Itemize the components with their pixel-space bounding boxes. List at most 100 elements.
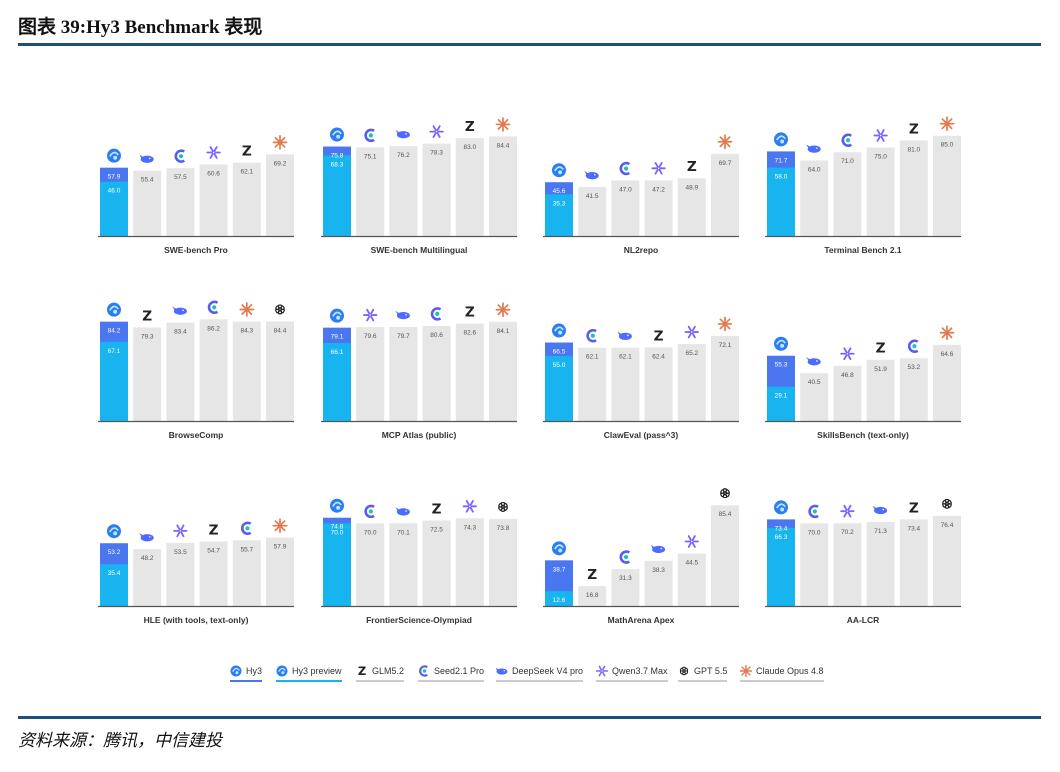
bar-seed bbox=[199, 319, 228, 421]
gpt-icon bbox=[942, 498, 952, 509]
value-label-qwen: 78.3 bbox=[430, 150, 443, 157]
bar-glm bbox=[133, 327, 162, 421]
value-label-hy3: 66.5 bbox=[553, 349, 566, 356]
hy3-icon bbox=[552, 323, 566, 338]
bar-deepseek bbox=[644, 560, 673, 606]
legend-label: Seed2.1 Pro bbox=[434, 666, 485, 676]
value-label-hy3-preview: 67.1 bbox=[108, 348, 121, 355]
seed-icon bbox=[808, 504, 819, 519]
value-label-claude: 69.7 bbox=[719, 160, 732, 167]
bar-gpt bbox=[711, 505, 739, 606]
bar-glm bbox=[199, 541, 228, 606]
deepseek-icon bbox=[139, 532, 154, 542]
bar-claude bbox=[933, 135, 961, 236]
gpt-icon bbox=[679, 666, 689, 676]
claude-icon bbox=[717, 134, 733, 150]
bar-seed bbox=[232, 540, 261, 606]
claude-icon bbox=[939, 325, 955, 341]
bar-deepseek bbox=[389, 146, 418, 236]
qwen-icon bbox=[429, 125, 444, 138]
benchmark-panel-hle-with-tools-text-only: 53.2 35.4 48.2 53.5 54.7 Z 55.7 57.9 HLE (with t… bbox=[98, 518, 294, 625]
panel-title: MathArena Apex bbox=[608, 615, 675, 625]
claude-icon bbox=[272, 134, 288, 150]
value-label-claude: 57.9 bbox=[274, 544, 287, 551]
hy3-icon bbox=[330, 308, 344, 323]
seed-icon bbox=[841, 133, 853, 147]
qwen-icon bbox=[873, 129, 888, 142]
value-label-hy3: 45.6 bbox=[553, 188, 566, 195]
value-label-deepseek: 55.4 bbox=[141, 177, 154, 184]
glm-icon: Z bbox=[909, 500, 919, 516]
chart-legend: Hy3 Hy3 preview Z GLM5.2 Seed2.1 Pro DeepSeek… bbox=[0, 660, 1060, 684]
value-label-glm: 81.0 bbox=[907, 146, 920, 153]
panel-title: SWE-bench Pro bbox=[164, 245, 228, 255]
value-label-hy3: 71.7 bbox=[775, 157, 788, 164]
value-label-glm: 48.9 bbox=[685, 184, 698, 191]
bar-hy3-preview bbox=[323, 343, 351, 421]
seed-icon bbox=[430, 307, 442, 321]
value-label-hy3: 73.4 bbox=[775, 525, 788, 532]
claude-icon bbox=[717, 316, 733, 332]
value-label-qwen: 74.3 bbox=[463, 524, 476, 531]
bar-glm bbox=[644, 347, 673, 421]
benchmark-panel-nl2repo: 45.6 35.3 41.5 47.0 47.2 48.9 Z 69.7 NL2repo bbox=[543, 134, 739, 255]
glm-icon: Z bbox=[432, 501, 442, 517]
legend-label: GPT 5.5 bbox=[694, 666, 728, 676]
bar-glm bbox=[455, 323, 484, 421]
deepseek-icon bbox=[395, 507, 410, 516]
deepseek-icon bbox=[617, 331, 632, 341]
qwen-icon bbox=[684, 535, 699, 548]
value-label-seed: 71.0 bbox=[841, 158, 854, 165]
bar-hy3-preview bbox=[767, 527, 795, 606]
bar-hy3-preview bbox=[323, 155, 351, 236]
glm-icon: Z bbox=[876, 341, 886, 357]
value-label-hy3: 38.7 bbox=[553, 566, 566, 573]
hy3-icon bbox=[774, 132, 788, 147]
bar-qwen bbox=[833, 365, 862, 421]
bar-hy3-preview bbox=[100, 564, 128, 606]
value-label-seed: 53.2 bbox=[907, 364, 920, 371]
hy3-icon bbox=[774, 336, 788, 351]
bar-qwen bbox=[677, 553, 706, 606]
value-label-qwen: 79.6 bbox=[364, 333, 377, 340]
bar-hy3-preview bbox=[100, 341, 128, 421]
svg-text:Z: Z bbox=[358, 665, 366, 677]
deepseek-icon bbox=[496, 667, 508, 675]
legend-underline bbox=[356, 680, 405, 682]
value-label-claude: 84.4 bbox=[497, 142, 510, 149]
seed-icon bbox=[364, 504, 375, 519]
deepseek-icon bbox=[806, 144, 821, 153]
glm-icon: Z bbox=[465, 304, 475, 320]
bar-deepseek bbox=[578, 187, 607, 236]
hy3-icon bbox=[552, 163, 566, 178]
value-label-glm: 73.4 bbox=[907, 525, 920, 532]
legend-underline bbox=[740, 680, 824, 682]
legend-underline bbox=[596, 680, 668, 682]
value-label-qwen: 65.2 bbox=[685, 350, 698, 357]
bar-claude bbox=[711, 335, 739, 421]
bar-glm bbox=[899, 519, 928, 606]
bar-seed bbox=[422, 325, 451, 421]
deepseek-icon bbox=[496, 667, 508, 675]
deepseek-icon bbox=[872, 505, 888, 515]
value-label-seed: 47.0 bbox=[619, 187, 632, 194]
deepseek-icon bbox=[395, 129, 410, 139]
benchmark-panel-matharena-apex: 38.7 12.6 16.8 Z 31.3 38.3 44.5 85.4 MathArena A… bbox=[543, 488, 739, 625]
value-label-hy3-preview: 58.0 bbox=[775, 174, 788, 181]
value-label-deepseek: 40.5 bbox=[808, 379, 821, 386]
bar-qwen bbox=[356, 327, 385, 421]
deepseek-icon bbox=[584, 170, 599, 180]
value-label-hy3-preview: 68.3 bbox=[331, 161, 344, 168]
value-label-claude: 84.3 bbox=[240, 328, 253, 335]
claude-icon bbox=[740, 665, 752, 677]
value-label-qwen: 53.5 bbox=[174, 549, 187, 556]
legend-item-claude-opus-4-8: Claude Opus 4.8 bbox=[740, 660, 824, 682]
glm-icon: Z bbox=[358, 665, 366, 677]
legend-underline bbox=[418, 680, 485, 682]
benchmark-panel-swe-bench-pro: 57.9 46.0 55.4 57.5 60.6 62.1 Z 69.2 SWE-bench P… bbox=[98, 134, 294, 255]
panel-title: Terminal Bench 2.1 bbox=[824, 245, 902, 255]
deepseek-icon bbox=[650, 544, 666, 554]
value-label-deepseek: 71.3 bbox=[874, 528, 887, 535]
bar-gpt bbox=[933, 515, 961, 606]
bar-claude bbox=[489, 321, 517, 421]
